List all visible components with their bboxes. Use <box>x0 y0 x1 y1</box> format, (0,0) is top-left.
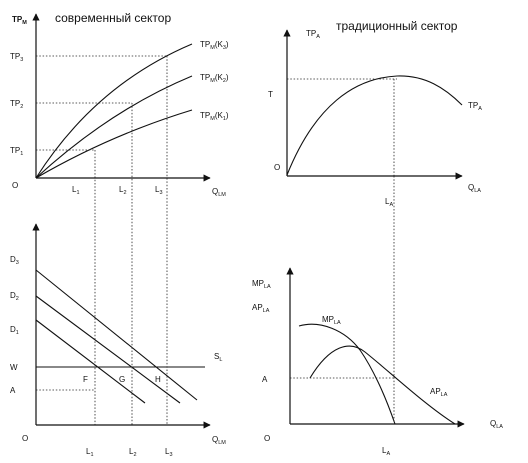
curve-label-tpa: TPA <box>468 101 482 112</box>
y-axis-label: TPA <box>306 29 320 40</box>
traditional-sector-title: традиционный сектор <box>336 19 458 33</box>
tp-curve-k3 <box>35 43 193 179</box>
y-axis-label-mp: MPLA <box>252 279 271 290</box>
panel-modern-labor: D3 D2 D1 W A O QLM L1 L2 L3 F G H SL <box>10 56 226 458</box>
origin-label: O <box>22 434 28 443</box>
origin-label: O <box>274 163 280 172</box>
supply-label: SL <box>214 352 222 363</box>
tick-t: T <box>268 90 273 99</box>
tick-a: A <box>262 375 268 384</box>
panel-traditional-labor: MPLA APLA A O QLA LA MPLA APLA <box>252 176 503 457</box>
tick-tp2: TP2 <box>10 99 23 110</box>
panel-traditional-tp: традиционный сектор TPA QLA O T LA TPA <box>268 19 482 208</box>
demand-line-d2 <box>35 295 181 404</box>
x-axis-label: QLM <box>212 187 226 198</box>
curve-label-k2: TPM(K2) <box>200 73 229 84</box>
ap-curve <box>309 345 456 425</box>
curve-label-mp: MPLA <box>322 315 341 326</box>
modern-sector-title: современный сектор <box>55 11 171 25</box>
point-label-h: H <box>155 375 161 384</box>
point-label-f: F <box>83 375 88 384</box>
tick-l3: L3 <box>155 185 163 196</box>
origin-label: O <box>12 181 18 190</box>
demand-line-d3 <box>35 269 198 401</box>
tick-la: LA <box>382 446 390 457</box>
tick-l1: L1 <box>86 447 94 458</box>
panel-modern-tp: современный сектор TPM QLM O TP3 TP2 TP1… <box>10 11 229 198</box>
x-axis-label: QLA <box>490 419 503 430</box>
x-axis-label: QLA <box>468 183 481 194</box>
tick-l2: L2 <box>129 447 137 458</box>
tick-d1: D1 <box>10 325 19 336</box>
demand-line-d1 <box>35 319 146 404</box>
tick-l2: L2 <box>119 185 127 196</box>
curve-label-ap: APLA <box>430 387 448 398</box>
tick-d2: D2 <box>10 291 19 302</box>
curve-label-k1: TPM(K1) <box>200 111 229 122</box>
tp-curve-k2 <box>35 75 193 179</box>
y-axis-label: TPM <box>12 15 27 26</box>
tick-tp1: TP1 <box>10 146 23 157</box>
tp-curve-k1 <box>35 109 193 179</box>
x-axis-label: QLM <box>212 435 226 446</box>
tick-tp3: TP3 <box>10 52 23 63</box>
tick-l3: L3 <box>165 447 173 458</box>
curve-label-k3: TPM(K3) <box>200 40 229 51</box>
origin-label: O <box>264 434 270 443</box>
tick-la: LA <box>385 197 393 208</box>
tick-d3: D3 <box>10 255 19 266</box>
tick-l1: L1 <box>72 185 80 196</box>
tick-a: A <box>10 386 16 395</box>
y-axis-label-ap: APLA <box>252 303 270 314</box>
mp-curve <box>298 323 396 425</box>
point-label-g: G <box>119 375 125 384</box>
tpa-curve <box>286 75 463 176</box>
tick-w: W <box>10 363 18 372</box>
